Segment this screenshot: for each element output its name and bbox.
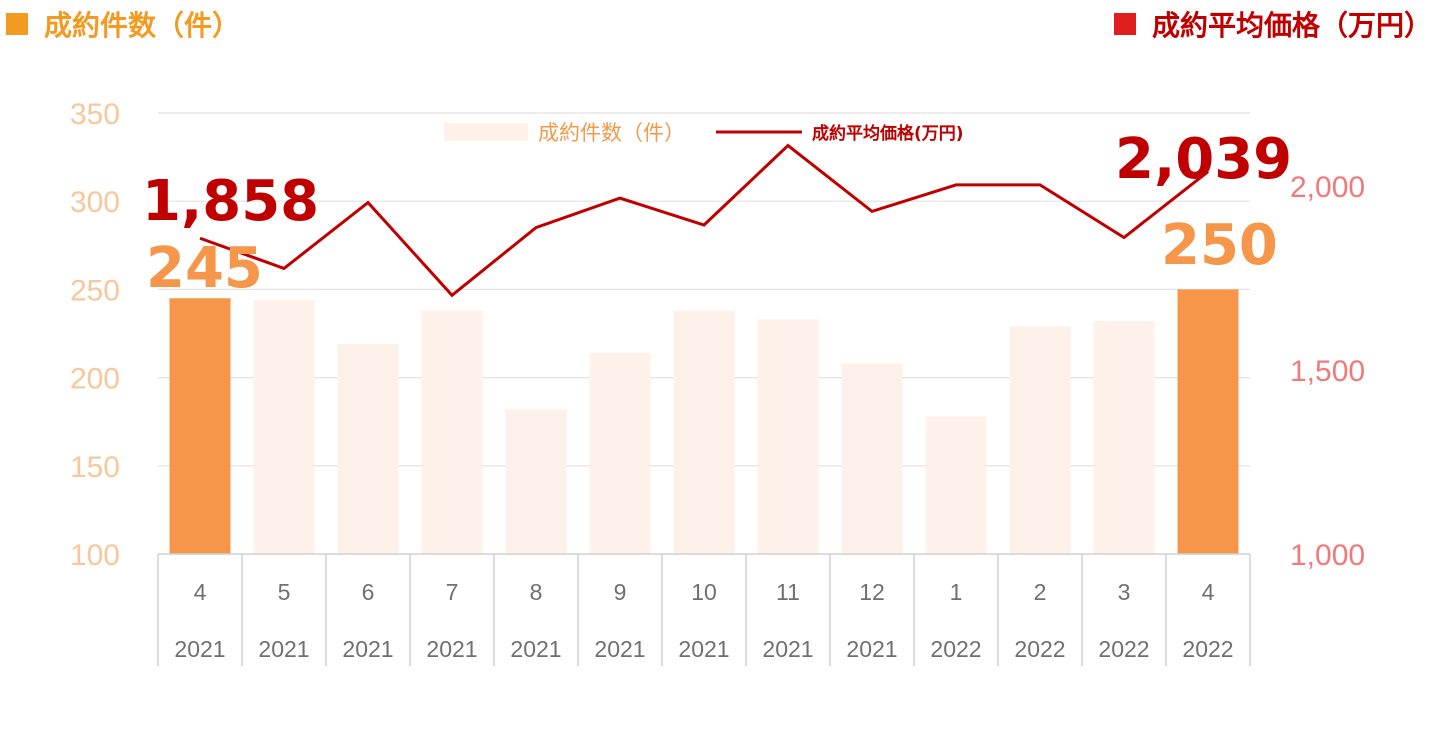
- bar: [1177, 289, 1239, 554]
- legend-bar-swatch: [444, 123, 528, 141]
- x-tick-month: 2: [1034, 579, 1047, 605]
- line-data-label-first: 1,858: [142, 169, 319, 234]
- x-tick-year: 2022: [1014, 636, 1065, 662]
- x-axis: 4 2021 5 2021 6 2021 7 2021 8 2021 9 2021 10 2021 11 20…: [157, 553, 1251, 666]
- bar: [841, 363, 903, 554]
- legend: 成約件数（件） 成約平均価格(万円): [444, 121, 964, 145]
- bar: [1093, 321, 1155, 554]
- x-tick-month: 12: [859, 579, 885, 605]
- left-tick-label: 100: [70, 539, 120, 572]
- x-tick-year: 2021: [846, 636, 897, 662]
- x-tick-year: 2022: [930, 636, 981, 662]
- left-tick-label: 250: [70, 274, 120, 307]
- x-tick-year: 2022: [1098, 636, 1149, 662]
- legend-line-label: 成約平均価格(万円): [812, 123, 964, 144]
- x-tick-month: 11: [776, 579, 800, 605]
- x-tick-year: 2021: [678, 636, 729, 662]
- right-tick-label: 1,000: [1290, 539, 1365, 572]
- bar: [337, 344, 399, 554]
- left-tick-label: 150: [70, 451, 120, 484]
- x-tick-month: 4: [194, 579, 207, 605]
- x-tick-month: 7: [446, 579, 459, 605]
- left-title-square-icon: [6, 13, 28, 35]
- right-tick-label: 1,500: [1290, 355, 1365, 388]
- x-tick-month: 3: [1118, 579, 1131, 605]
- price-line: [199, 143, 1209, 298]
- x-tick-month: 6: [362, 579, 375, 605]
- bar-data-label-first: 245: [146, 236, 263, 301]
- x-tick-year: 2022: [1182, 636, 1233, 662]
- line-series: [199, 143, 1209, 298]
- x-tick-month: 5: [278, 579, 291, 605]
- x-tick-year: 2021: [510, 636, 561, 662]
- bar: [757, 319, 819, 554]
- left-tick-label: 350: [70, 98, 120, 131]
- bar: [421, 310, 483, 554]
- right-tick-label: 2,000: [1290, 171, 1365, 204]
- right-title-square-icon: [1113, 13, 1136, 35]
- bar: [673, 310, 735, 554]
- legend-bar-label: 成約件数（件）: [538, 121, 685, 145]
- x-tick-year: 2021: [426, 636, 477, 662]
- x-tick-year: 2021: [258, 636, 309, 662]
- left-title-text: 成約件数（件）: [44, 9, 241, 42]
- bar: [253, 299, 315, 554]
- x-tick-year: 2021: [762, 636, 813, 662]
- bar: [505, 409, 567, 554]
- bar-data-label-last: 250: [1161, 213, 1278, 278]
- right-title-text: 成約平均価格（万円）: [1151, 9, 1432, 42]
- bar: [925, 416, 987, 554]
- data-labels: 1,858 245 2,039 250: [142, 127, 1292, 301]
- x-tick-year: 2021: [342, 636, 393, 662]
- left-axis: 100 150 200 250 300 350: [70, 98, 120, 572]
- x-tick-month: 8: [530, 579, 543, 605]
- x-tick-year: 2021: [594, 636, 645, 662]
- x-tick-month: 4: [1202, 579, 1215, 605]
- left-axis-title: 成約件数（件）: [6, 4, 240, 44]
- x-tick-year: 2021: [174, 636, 225, 662]
- left-tick-label: 200: [70, 363, 120, 396]
- bar: [169, 298, 231, 554]
- right-axis: 1,000 1,500 2,000: [1290, 171, 1365, 572]
- line-data-label-last: 2,039: [1115, 127, 1292, 192]
- right-axis-title: 成約平均価格（万円）: [1113, 4, 1432, 44]
- x-tick-month: 1: [950, 579, 963, 605]
- bar-series: [169, 289, 1239, 554]
- bar: [589, 352, 651, 554]
- left-tick-label: 300: [70, 186, 120, 219]
- x-tick-month: 9: [614, 579, 627, 605]
- bar: [1009, 326, 1071, 554]
- x-tick-month: 10: [691, 579, 717, 605]
